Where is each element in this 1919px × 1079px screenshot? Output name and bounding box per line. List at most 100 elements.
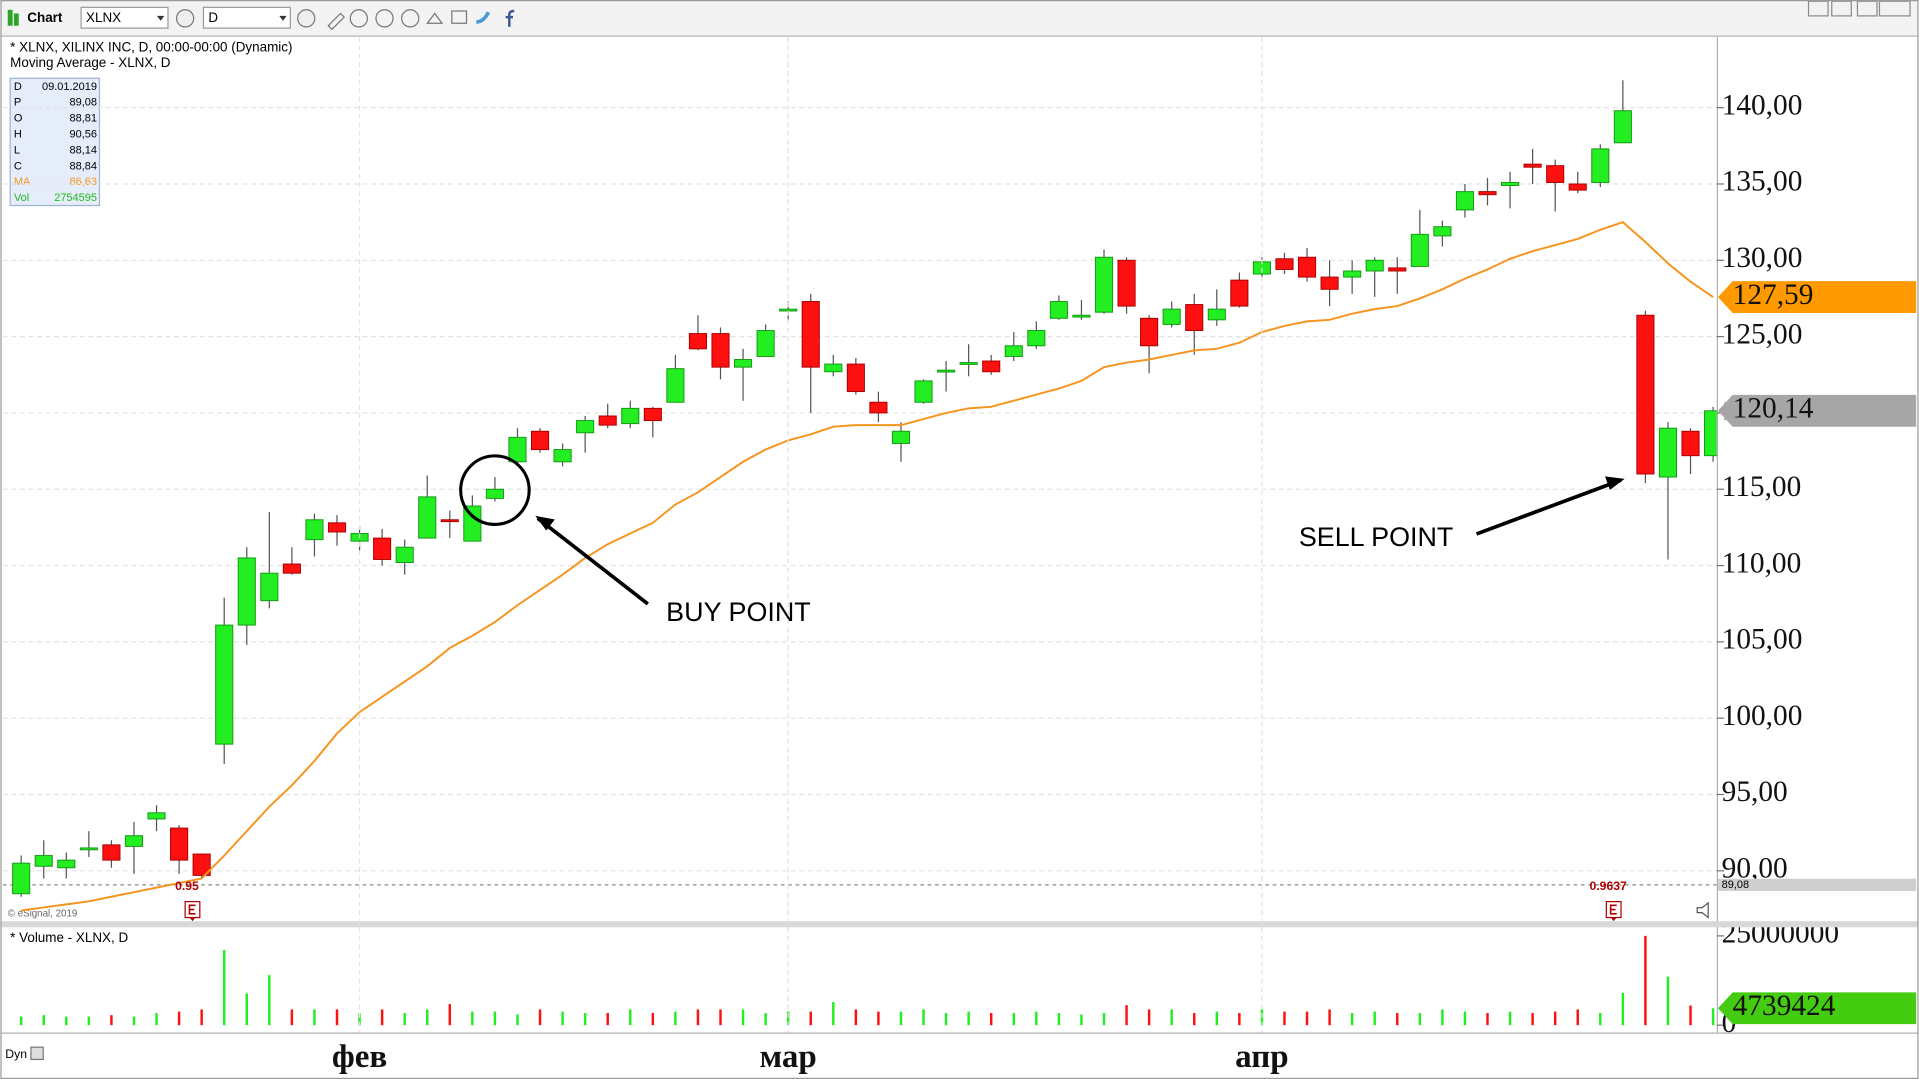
info-key: H (14, 128, 22, 140)
candle-body (170, 827, 189, 861)
candle-body (12, 862, 31, 895)
y-tick-label: 110,00 (1722, 547, 1802, 579)
y-tick-label: 125,00 (1722, 318, 1803, 350)
volume-bar (426, 1009, 429, 1026)
volume-bar (696, 1009, 700, 1026)
info-key: O (14, 113, 23, 125)
x-tick-label: апр (1235, 1039, 1288, 1075)
volume-bar (380, 1009, 384, 1026)
volume-bar (1553, 1011, 1557, 1026)
interval-text[interactable]: D (208, 10, 218, 25)
close-button[interactable] (1878, 0, 1911, 17)
volume-bar (471, 1011, 474, 1026)
candle-body (734, 359, 753, 368)
candle-body (982, 360, 1001, 373)
y-tick-label: 95,00 (1722, 776, 1788, 808)
volume-bar (809, 1011, 812, 1026)
draw-button[interactable] (327, 12, 346, 31)
volume-bar (764, 1013, 767, 1026)
volume-bar (1576, 1009, 1579, 1026)
volume-bar (1238, 1013, 1241, 1026)
candle-body (779, 308, 798, 312)
play-button[interactable] (375, 9, 394, 28)
candle-body (688, 333, 707, 350)
volume-bar (583, 1013, 587, 1026)
candle-body (553, 449, 572, 463)
y-tick-label: 25000000 (1722, 918, 1839, 950)
candle-body (711, 333, 730, 368)
minimize-button[interactable] (1856, 0, 1878, 17)
settings-button[interactable] (175, 9, 195, 28)
x-tick-label: мар (760, 1039, 817, 1075)
symbol-input[interactable]: XLNX (80, 6, 169, 29)
dropdown-arrow[interactable] (156, 15, 165, 21)
mode-icon[interactable] (30, 1046, 44, 1061)
volume-bar (877, 1011, 880, 1026)
candle-body (1523, 163, 1542, 168)
candle-body (124, 835, 144, 847)
twitter-button[interactable] (476, 11, 491, 24)
help-button[interactable] (1807, 0, 1829, 17)
volume-bar (132, 1016, 136, 1026)
price-plot (2, 80, 1717, 912)
volume-bar (493, 1011, 497, 1026)
volume-bar (989, 1013, 993, 1026)
volume-bar (899, 1011, 903, 1026)
link-button[interactable] (426, 12, 444, 24)
volume-bar (516, 1014, 519, 1026)
volume-bar (313, 1009, 316, 1026)
candle-body (1140, 317, 1159, 347)
interval-box[interactable] (202, 6, 291, 29)
event-marker[interactable] (184, 901, 201, 922)
candle-body (643, 407, 662, 422)
comment-button[interactable] (451, 10, 468, 24)
sell-label: SELL POINT (1299, 522, 1454, 552)
info-key: Vol (14, 192, 29, 204)
volume-bar (1057, 1013, 1061, 1026)
candle-body (1230, 279, 1249, 307)
symbol-text[interactable]: XLNX (86, 10, 121, 25)
candle-body (756, 330, 775, 357)
time-button[interactable] (297, 9, 316, 28)
chart-icon (7, 9, 13, 26)
candle-body (1410, 233, 1429, 267)
info-value: 89,08 (70, 97, 98, 109)
volume-bar (1125, 1005, 1128, 1026)
candle-body (1501, 181, 1520, 187)
event-pointer (189, 917, 196, 922)
event-marker[interactable] (1605, 901, 1622, 922)
symbol-box[interactable] (80, 6, 169, 29)
volume-bar (1373, 1011, 1376, 1026)
mode-label[interactable]: Dyn (5, 1047, 27, 1061)
dropdown-arrow[interactable] (279, 15, 287, 21)
candle-body (418, 496, 437, 539)
volume-bar (65, 1016, 68, 1026)
info-value: 2754595 (54, 192, 97, 204)
facebook-button[interactable] (505, 9, 515, 27)
volume-bar (1621, 993, 1625, 1026)
study-button[interactable] (349, 9, 369, 28)
volume-bar (1463, 1011, 1467, 1026)
volume-bar (1147, 1009, 1151, 1026)
volume-bar (177, 1011, 181, 1026)
volume-bar (1283, 1011, 1286, 1026)
sound-icon[interactable] (1696, 901, 1709, 919)
buy-circle (459, 454, 531, 526)
candle-body (1546, 165, 1565, 183)
volume-bar (629, 1009, 632, 1026)
volume-bar (1396, 1013, 1399, 1026)
window-title: Chart (27, 10, 63, 25)
alert-button[interactable] (401, 9, 420, 28)
candle-body (891, 430, 911, 444)
volume-bar (1193, 1013, 1196, 1026)
candle-body (1185, 304, 1204, 332)
volume-tag-label: 4739424 (1733, 990, 1836, 1022)
interval-input[interactable]: D (202, 6, 291, 29)
restore-button[interactable] (1831, 0, 1852, 17)
chart-subtitle: Moving Average - XLNX, D (10, 55, 171, 70)
candle-body (1681, 430, 1700, 457)
y-tick-label: 100,00 (1722, 700, 1803, 732)
candle-body (373, 537, 392, 560)
volume-bar (1689, 1005, 1692, 1026)
info-value: 09.01.2019 (42, 81, 97, 93)
